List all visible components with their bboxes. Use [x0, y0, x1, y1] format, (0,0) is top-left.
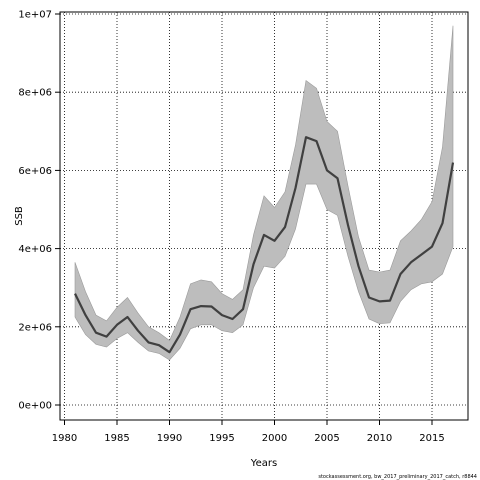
ssb-series-line: [74, 136, 455, 354]
y-tick-label: 1e+07: [18, 10, 52, 21]
axes: 1980 1985 1990 1995 2000 2005 2010 2015 0e+00 2e+…: [18, 10, 444, 445]
y-axis-title: SSB: [14, 206, 25, 226]
source-credit: stockassessment.org, bw_2017_preliminary…: [318, 474, 477, 480]
x-tick-label: 2005: [314, 433, 339, 444]
x-tick-label: 1985: [104, 433, 129, 444]
x-tick-label: 2015: [419, 433, 444, 444]
x-tick-label: 2000: [262, 433, 287, 444]
y-tick-label: 4e+06: [18, 244, 52, 255]
y-tick-label: 0e+00: [18, 401, 52, 412]
plot-frame: [59, 11, 469, 421]
y-tick-label: 2e+06: [18, 322, 52, 333]
x-tick-label: 1995: [209, 433, 234, 444]
x-tick-label: 2010: [367, 433, 392, 444]
x-tick-label: 1980: [52, 433, 77, 444]
grid-lines: [60, 12, 468, 420]
y-tick-label: 6e+06: [18, 166, 52, 177]
x-axis-title: Years: [250, 458, 277, 469]
y-tick-label: 8e+06: [18, 88, 52, 99]
x-tick-label: 1990: [157, 433, 182, 444]
confidence-band: [74, 25, 454, 361]
